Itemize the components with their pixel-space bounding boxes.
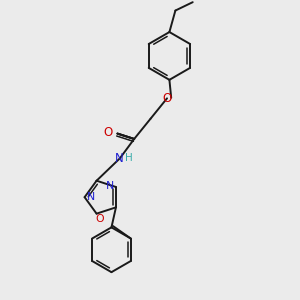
Text: N: N — [87, 192, 95, 202]
Text: O: O — [103, 126, 112, 139]
Text: N: N — [106, 182, 114, 191]
Text: H: H — [125, 153, 133, 163]
Text: O: O — [162, 92, 172, 105]
Text: N: N — [115, 152, 124, 165]
Text: O: O — [95, 214, 104, 224]
